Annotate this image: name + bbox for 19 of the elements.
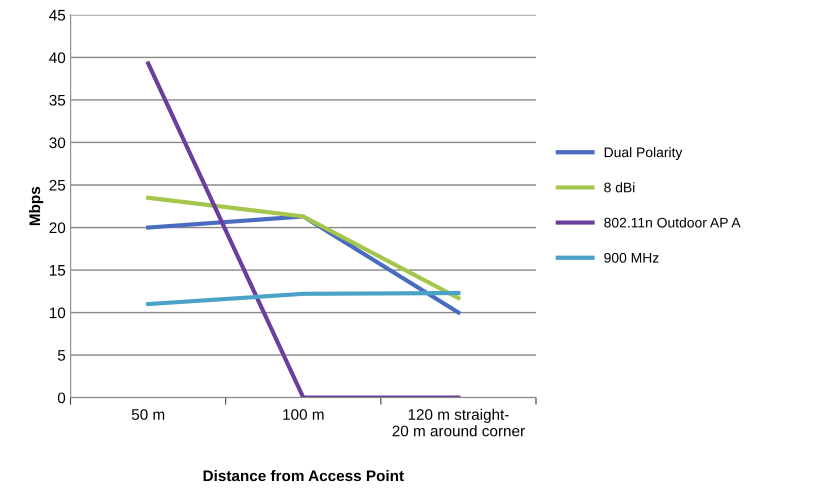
x-axis-title: Distance from Access Point (204, 470, 404, 482)
y-axis-title: Mbps (28, 186, 44, 226)
y-tick-label: 25 (50, 180, 66, 191)
y-tick-label: 35 (49, 94, 66, 106)
y-tick-label: 45 (49, 10, 66, 21)
x-tick-label: 120 m straight- 20 m around corner (392, 408, 525, 436)
legend-label: 802.11n Outdoor AP A (604, 217, 741, 228)
x-tick-label: 50 m (132, 409, 164, 420)
y-tick-label: 0 (58, 392, 66, 404)
y-tick-label: 5 (58, 350, 66, 361)
legend-label: Dual Polarity (604, 147, 682, 160)
y-tick-label: 40 (49, 52, 66, 64)
y-tick-label: 20 (50, 222, 66, 234)
x-tick-label: 100 m (283, 409, 324, 420)
legend-label: 900 MHz (604, 252, 659, 263)
y-tick-label: 10 (50, 307, 66, 318)
legend-label: 8 dBi (604, 182, 634, 192)
y-tick-label: 15 (50, 265, 66, 276)
y-tick-label: 30 (49, 137, 66, 148)
